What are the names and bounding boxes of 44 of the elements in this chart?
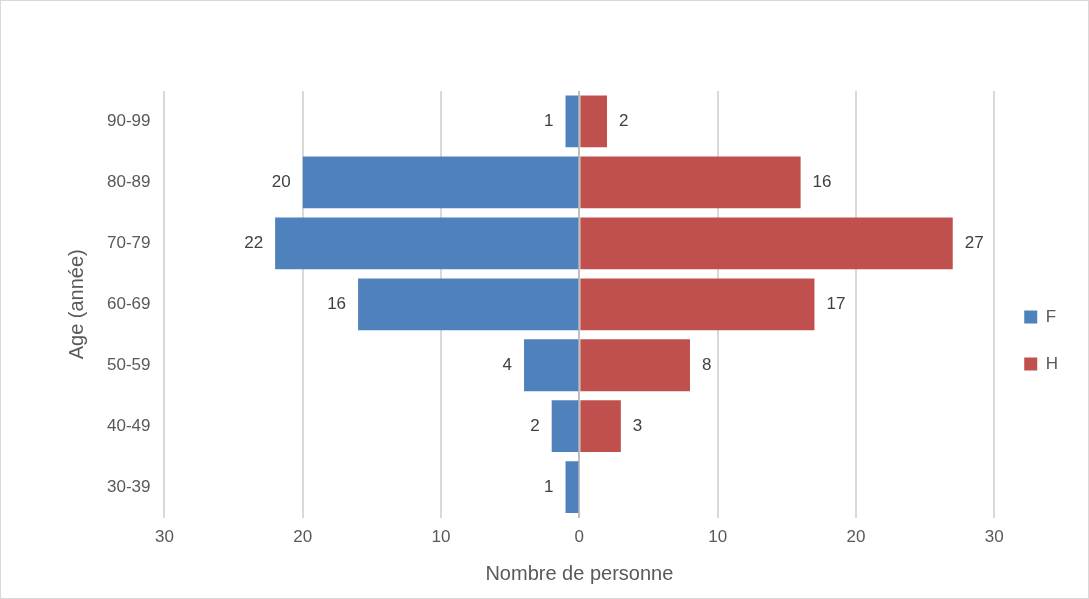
bar xyxy=(565,461,579,514)
x-axis-title: Nombre de personne xyxy=(485,561,674,584)
bar xyxy=(580,217,953,270)
x-tick-label: 30 xyxy=(155,527,174,547)
x-tick-label: 10 xyxy=(431,527,451,547)
data-label: 16 xyxy=(327,293,347,313)
y-tick-label: 90-99 xyxy=(107,111,151,131)
bar xyxy=(565,95,579,148)
y-axis-title: Age (année) xyxy=(64,249,87,360)
data-label: 1 xyxy=(544,476,554,496)
x-tick-label: 20 xyxy=(846,527,866,547)
y-tick-label: 30-39 xyxy=(107,476,151,496)
data-label: 4 xyxy=(502,354,513,374)
bar xyxy=(302,156,579,209)
data-label: 8 xyxy=(701,354,712,374)
bar xyxy=(580,95,608,148)
legend-label: F xyxy=(1045,306,1057,326)
data-label: 2 xyxy=(530,415,540,435)
x-tick-label: 0 xyxy=(574,527,585,547)
bar xyxy=(580,156,801,209)
data-label: 17 xyxy=(826,293,846,313)
x-tick-label: 10 xyxy=(708,527,728,547)
x-tick-label: 30 xyxy=(984,527,1004,547)
bar xyxy=(358,278,579,331)
x-tick-label: 20 xyxy=(293,527,313,547)
bar xyxy=(580,400,621,453)
data-label: 1 xyxy=(544,111,554,131)
data-label: 3 xyxy=(632,415,643,435)
data-label: 2 xyxy=(619,111,629,131)
bar xyxy=(275,217,579,270)
data-label: 27 xyxy=(964,233,984,253)
bar xyxy=(580,278,815,331)
data-label: 22 xyxy=(244,233,264,253)
y-tick-label: 50-59 xyxy=(107,354,151,374)
bar xyxy=(524,339,579,392)
y-tick-label: 80-89 xyxy=(107,172,151,192)
y-tick-label: 40-49 xyxy=(107,415,151,435)
bar xyxy=(551,400,579,453)
data-label: 16 xyxy=(812,172,832,192)
bar xyxy=(580,339,690,392)
y-tick-label: 60-69 xyxy=(107,293,151,313)
data-label: 20 xyxy=(271,172,291,192)
y-tick-label: 70-79 xyxy=(107,233,151,253)
legend-label: H xyxy=(1045,353,1058,373)
